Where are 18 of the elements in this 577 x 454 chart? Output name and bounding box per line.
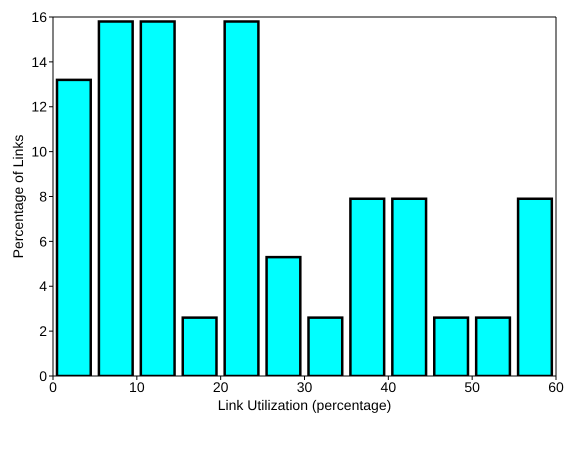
x-tick-label: 40: [380, 378, 396, 395]
y-tick-label: 14: [31, 54, 48, 70]
y-tick-label: 6: [39, 233, 48, 250]
x-tick-label: 0: [49, 378, 58, 395]
x-axis-title: Link Utilization (percentage): [218, 397, 392, 413]
y-tick-label: 0: [39, 368, 48, 384]
x-tick-label: 30: [296, 378, 312, 395]
y-tick-label: 12: [31, 98, 48, 115]
y-tick-label: 2: [39, 323, 48, 340]
x-tick-label: 50: [464, 378, 480, 395]
x-tick-label: 10: [129, 378, 145, 395]
y-tick-label: 10: [31, 144, 48, 160]
y-tick-label: 4: [39, 278, 48, 294]
y-axis-title: Percentage of Links: [10, 134, 26, 258]
y-tick-label: 8: [39, 188, 48, 204]
y-tick-label: 16: [31, 8, 48, 25]
x-tick-label: 20: [212, 378, 229, 395]
x-tick-label: 60: [548, 378, 564, 395]
